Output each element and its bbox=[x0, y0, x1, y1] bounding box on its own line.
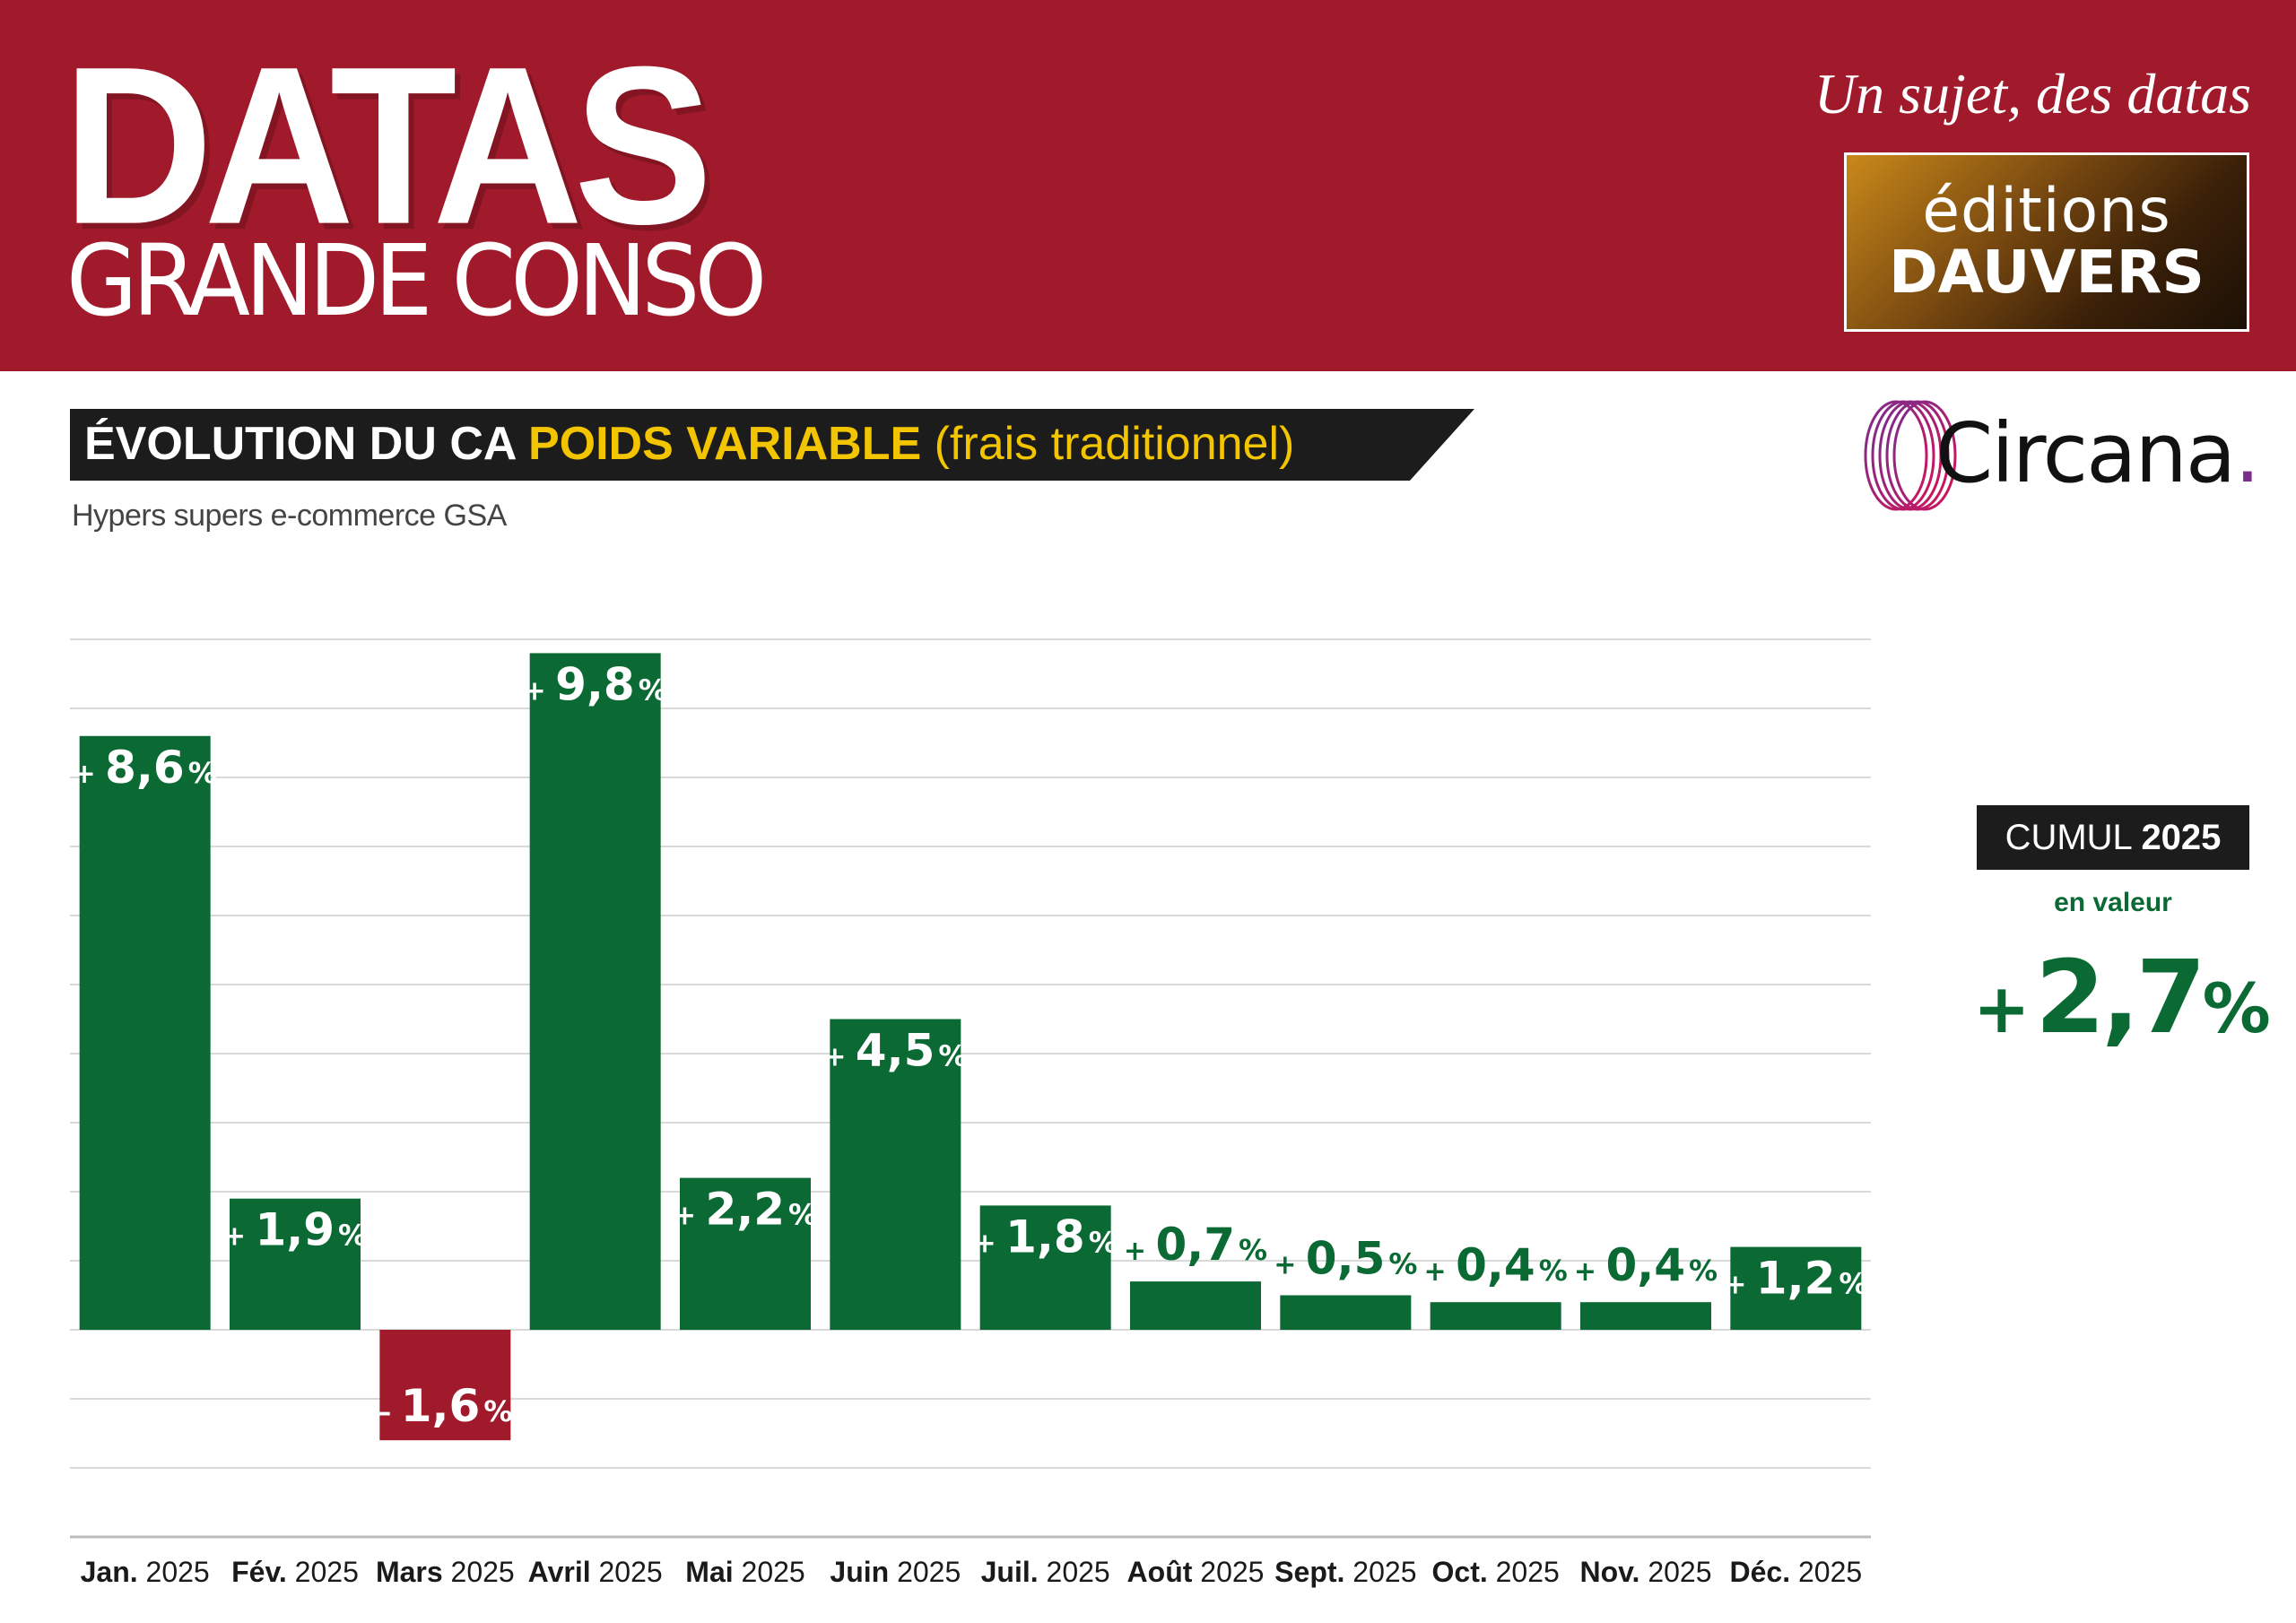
publisher-logo-line1: éditions bbox=[1922, 176, 2171, 247]
header-band: DATAS GRANDE CONSO Un sujet, des datas é… bbox=[0, 0, 2296, 371]
bar-value-label: + 1,8% bbox=[974, 1211, 1118, 1263]
bar bbox=[1130, 1281, 1261, 1330]
chart-title-part2: POIDS VARIABLE bbox=[527, 418, 922, 470]
bar bbox=[830, 1019, 961, 1330]
cumul-label-year: 2025 bbox=[2141, 818, 2222, 857]
source-name: Circana bbox=[1935, 405, 2236, 501]
bar-value-label: + 4,5% bbox=[823, 1025, 967, 1077]
bar-value-label: + 1,9% bbox=[223, 1204, 367, 1256]
bar-value-label: + 0,5% bbox=[1274, 1233, 1417, 1285]
x-tick-label: Mai 2025 bbox=[685, 1556, 804, 1588]
bar bbox=[1280, 1295, 1412, 1330]
bar-value-label: + 9,8% bbox=[524, 658, 667, 710]
bar bbox=[230, 1198, 361, 1330]
x-tick-label: Oct. 2025 bbox=[1432, 1556, 1560, 1588]
x-tick-label: Sept. 2025 bbox=[1274, 1556, 1416, 1588]
x-tick-label: Jan. 2025 bbox=[81, 1556, 210, 1588]
cumul-label: CUMUL 2025 bbox=[1977, 805, 2249, 870]
x-tick-label: Mars 2025 bbox=[376, 1556, 515, 1588]
bar-value-label: + 1,2% bbox=[1724, 1253, 1867, 1305]
bar bbox=[1580, 1302, 1711, 1330]
brand-subtitle: GRANDE CONSO bbox=[66, 223, 767, 338]
x-tick-label: Août 2025 bbox=[1127, 1556, 1265, 1588]
bar-value-label: + 0,7% bbox=[1124, 1219, 1267, 1271]
bar-value-label: + 0,4% bbox=[1574, 1239, 1718, 1291]
publisher-logo: éditions DAUVERS bbox=[1844, 152, 2249, 332]
chart-title-part1: ÉVOLUTION DU CA bbox=[84, 418, 528, 470]
x-tick-label: Déc. 2025 bbox=[1729, 1556, 1862, 1588]
bar bbox=[1430, 1302, 1561, 1330]
x-tick-label: Juil. 2025 bbox=[981, 1556, 1110, 1588]
cumul-sign: + bbox=[1973, 968, 2031, 1048]
publisher-logo-line2: DAUVERS bbox=[1889, 238, 2205, 307]
cumul-caption: en valeur bbox=[2054, 888, 2172, 917]
x-tick-label: Avril 2025 bbox=[528, 1556, 663, 1588]
x-tick-label: Nov. 2025 bbox=[1579, 1556, 1711, 1588]
x-tick-label: Juin 2025 bbox=[830, 1556, 961, 1588]
cumul-value: + 2,7% bbox=[1973, 940, 2271, 1056]
chart-title-banner bbox=[70, 409, 1474, 481]
chart-title-part3: (frais traditionnel) bbox=[921, 418, 1295, 470]
bar-value-label: + 2,2% bbox=[674, 1184, 817, 1236]
cumul-unit: % bbox=[2202, 968, 2271, 1048]
bar bbox=[680, 1177, 811, 1330]
brand-title: DATAS bbox=[63, 20, 713, 272]
tagline: Un sujet, des datas bbox=[1813, 62, 2251, 126]
cumul-label-prefix: CUMUL bbox=[2005, 818, 2142, 857]
bar bbox=[79, 735, 211, 1330]
x-tick-label: Fév. 2025 bbox=[231, 1556, 359, 1588]
bar bbox=[1730, 1246, 1862, 1330]
bar-value-label: + 8,6% bbox=[74, 742, 217, 794]
cumul-number: 2,7 bbox=[2035, 940, 2205, 1056]
bar-value-label: – 1,6% bbox=[378, 1380, 512, 1432]
bar-value-label: + 0,4% bbox=[1424, 1239, 1568, 1291]
source-logo-rings-icon bbox=[1864, 400, 1957, 511]
source-logo-text: Circana. bbox=[1935, 409, 2261, 499]
source-dot: . bbox=[2234, 405, 2260, 501]
bar bbox=[379, 1330, 511, 1441]
chart-title: ÉVOLUTION DU CA POIDS VARIABLE (frais tr… bbox=[84, 414, 1294, 473]
bar bbox=[979, 1205, 1111, 1330]
bar bbox=[529, 653, 661, 1330]
chart-subtitle: Hypers supers e-commerce GSA bbox=[72, 499, 507, 533]
